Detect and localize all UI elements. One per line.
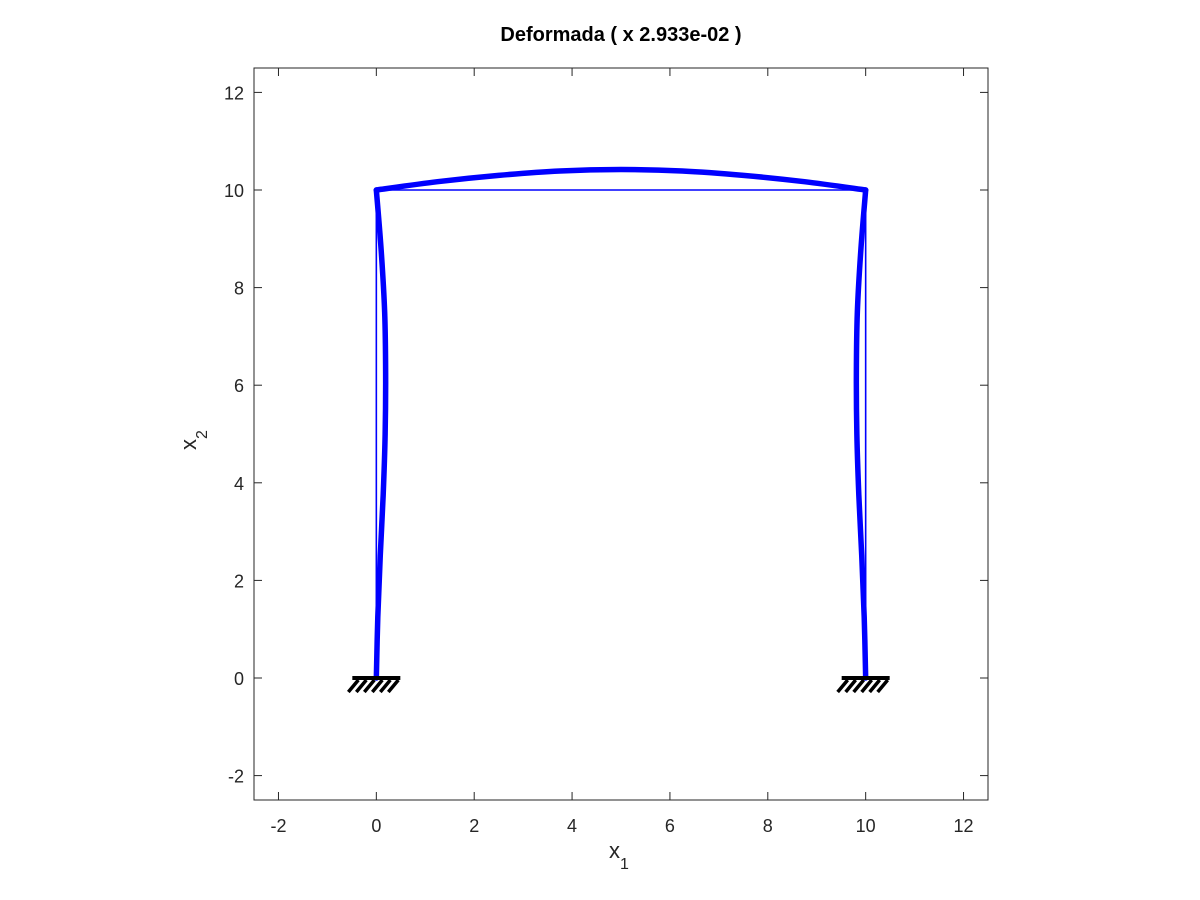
x-tick-label: 6 xyxy=(665,816,675,836)
support-hatch xyxy=(876,678,890,694)
chart-title: Deformada ( x 2.933e-02 ) xyxy=(500,24,741,46)
x-tick-label: 2 xyxy=(469,816,479,836)
y-tick-label: 10 xyxy=(224,181,244,201)
series-deformed-left-column xyxy=(373,187,389,681)
y-tick-label: 4 xyxy=(234,474,244,494)
x-axis-label-sub: 1 xyxy=(620,856,629,873)
support-hatch xyxy=(378,678,392,694)
series-layer xyxy=(373,166,869,681)
support-layer xyxy=(346,676,890,694)
y-tick-label: 6 xyxy=(234,376,244,396)
support-hatch xyxy=(844,678,858,694)
support-hatch xyxy=(370,678,384,694)
axis-ticks xyxy=(254,68,988,800)
support-hatch xyxy=(354,678,368,694)
series-deformed-beam xyxy=(373,166,869,193)
y-tick-label: 0 xyxy=(234,669,244,689)
support-hatch xyxy=(868,678,882,694)
support-hatch xyxy=(836,678,850,694)
fixed-support-right xyxy=(836,676,890,694)
x-axis-label-base: x xyxy=(609,838,620,863)
y-axis-label: x2 xyxy=(176,430,211,450)
support-hatch xyxy=(362,678,376,694)
x-axis-label: x1 xyxy=(609,838,629,873)
support-hatch xyxy=(346,678,360,694)
tick-labels: -2 0 2 4 6 8 10 12 -2 0 2 4 6 8 10 12 xyxy=(224,83,974,836)
y-tick-label: -2 xyxy=(228,767,244,787)
x-tick-label: 12 xyxy=(954,816,974,836)
x-tick-label: 4 xyxy=(567,816,577,836)
fixed-support-left xyxy=(346,676,401,694)
support-hatch xyxy=(852,678,866,694)
axes-box xyxy=(253,67,989,801)
support-hatch xyxy=(386,678,400,694)
y-axis-label-sub: 2 xyxy=(194,430,211,439)
axes-frame xyxy=(253,67,989,801)
x-tick-label: 10 xyxy=(856,816,876,836)
y-tick-label: 2 xyxy=(234,571,244,591)
x-tick-label: -2 xyxy=(270,816,286,836)
y-axis-label-base: x xyxy=(176,439,201,450)
y-tick-label: 8 xyxy=(234,279,244,299)
y-tick-label: 12 xyxy=(224,83,244,103)
x-tick-label: 8 xyxy=(763,816,773,836)
x-tick-label: 0 xyxy=(371,816,381,836)
support-hatch xyxy=(860,678,874,694)
series-deformed-right-column xyxy=(853,187,869,681)
